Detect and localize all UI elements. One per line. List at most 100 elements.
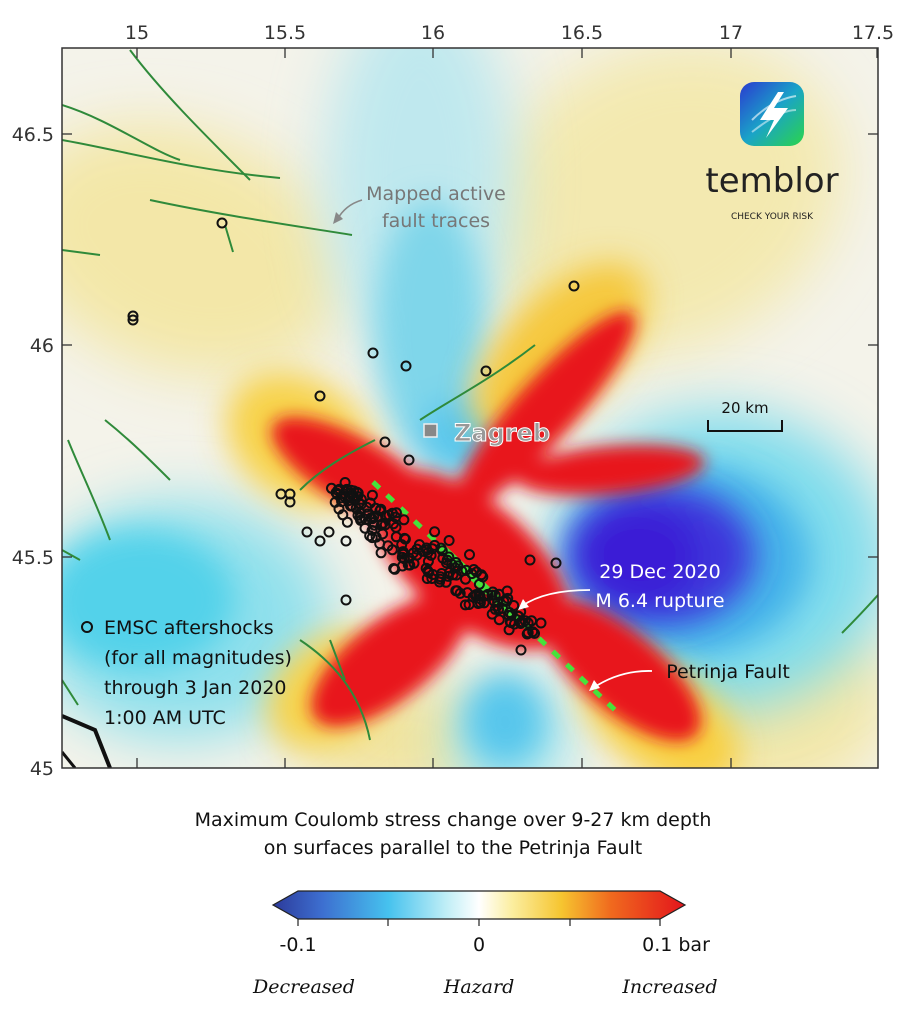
aftershock-marker	[402, 559, 414, 571]
aftershock-marker	[421, 573, 433, 584]
fault-traces	[62, 49, 878, 741]
aftershock-marker	[515, 644, 527, 656]
aftershock-marker	[396, 539, 408, 551]
colorbar-increased-label: Increased	[622, 976, 718, 998]
aftershock-marker	[501, 585, 513, 597]
fault-name-label: Petrinja Fault	[666, 661, 790, 683]
fault-trace	[62, 139, 281, 179]
lat-tick-label: 45	[30, 758, 54, 780]
rupture-magnitude-label: M 6.4 rupture	[595, 590, 724, 612]
fault-trace	[62, 249, 101, 256]
fault-trace	[329, 639, 346, 681]
aftershock-marker	[459, 599, 471, 611]
aftershock-marker	[489, 603, 501, 615]
temblor-wordmark: temblor	[705, 161, 838, 201]
aftershock-marker	[366, 489, 378, 501]
aftershock-marker	[379, 519, 391, 531]
scale-bar-label: 20 km	[721, 399, 768, 417]
aftershock-marker	[568, 280, 580, 292]
colorbar-min-label: -0.1	[279, 934, 317, 956]
aftershock-marker	[524, 554, 536, 566]
aftershock-marker	[493, 603, 505, 615]
fault-trace	[841, 594, 878, 634]
colorbar-mid-label: 0	[472, 934, 486, 956]
aftershock-marker	[400, 360, 412, 372]
aftershock-marker	[467, 591, 479, 603]
aftershock-marker	[390, 521, 402, 533]
fault-trace	[62, 104, 181, 161]
aftershock-marker	[550, 557, 562, 569]
fault-callout-arrowhead	[333, 212, 343, 224]
rupture-arrowhead	[518, 599, 529, 610]
colorbar	[271, 890, 687, 926]
aftershock-marker	[526, 615, 538, 627]
aftershock-legend-line2: (for all magnitudes)	[104, 647, 292, 669]
lon-tick-label: 15.5	[264, 22, 306, 44]
aftershock-marker	[515, 616, 527, 628]
aftershock-marker	[403, 454, 415, 466]
fault-trace	[129, 49, 251, 181]
aftershock-marker	[364, 530, 376, 542]
temblor-logo: temblor CHECK YOUR RISK	[705, 82, 839, 222]
aftershock-marker	[422, 555, 434, 567]
aftershock-marker	[440, 576, 452, 588]
aftershock-marker	[475, 593, 487, 605]
aftershock-marker	[443, 535, 455, 546]
lon-tick-label: 16	[421, 22, 445, 44]
lon-tick-label: 16.5	[561, 22, 603, 44]
aftershock-legend-symbol	[81, 621, 93, 633]
aftershock-marker	[420, 562, 432, 574]
aftershock-marker	[429, 526, 441, 538]
aftershock-marker	[477, 571, 489, 583]
aftershock-marker	[354, 507, 366, 519]
lat-tick-label: 45.5	[12, 547, 54, 569]
aftershock-marker	[480, 365, 492, 377]
aftershock-cluster	[127, 217, 580, 656]
aftershock-marker	[464, 549, 475, 561]
scale-bar	[707, 420, 783, 432]
aftershock-marker	[337, 509, 349, 521]
border-line-2	[62, 751, 77, 768]
fault-name-arrowhead	[589, 680, 600, 691]
aftershock-marker	[417, 545, 429, 557]
aftershock-marker	[367, 347, 379, 359]
aftershock-legend-line4: 1:00 AM UTC	[104, 707, 226, 729]
fault-callout-line2: fault traces	[382, 210, 490, 232]
aftershock-marker	[366, 532, 378, 544]
fault-trace	[67, 439, 111, 541]
border-line	[62, 714, 112, 768]
aftershock-marker	[444, 566, 456, 578]
top-axis-ticks	[62, 48, 878, 768]
aftershock-marker	[527, 626, 539, 638]
fault-trace	[299, 439, 376, 491]
colorbar-decreased-label: Decreased	[253, 976, 355, 998]
aftershock-marker	[504, 607, 515, 618]
aftershock-marker	[335, 492, 347, 504]
stress-field	[62, 48, 878, 768]
temblor-tagline: CHECK YOUR RISK	[731, 212, 814, 222]
fault-trace	[62, 679, 79, 706]
aftershock-marker	[314, 535, 326, 547]
lat-tick-label: 46.5	[12, 124, 54, 146]
aftershock-marker	[216, 217, 228, 229]
aftershock-marker	[426, 573, 438, 584]
aftershock-marker	[435, 542, 447, 554]
aftershock-marker	[339, 477, 351, 488]
lon-tick-label: 17	[719, 22, 743, 44]
aftershock-marker	[493, 614, 505, 626]
aftershock-marker	[403, 552, 415, 564]
aftershock-marker	[359, 522, 371, 534]
aftershock-marker	[529, 627, 540, 639]
fault-trace	[299, 639, 371, 741]
fault-trace	[224, 224, 234, 253]
aftershock-marker	[127, 314, 139, 326]
city-label: Zagreb	[454, 419, 550, 447]
figure-caption: Maximum Coulomb stress change over 9-27 …	[0, 806, 906, 862]
lat-tick-label: 46	[30, 335, 54, 357]
fault-trace	[104, 419, 171, 481]
fault-trace	[149, 199, 353, 236]
aftershock-marker	[379, 436, 391, 448]
aftershock-marker	[301, 526, 313, 538]
map-frame	[61, 47, 879, 769]
aftershock-marker	[326, 482, 337, 494]
